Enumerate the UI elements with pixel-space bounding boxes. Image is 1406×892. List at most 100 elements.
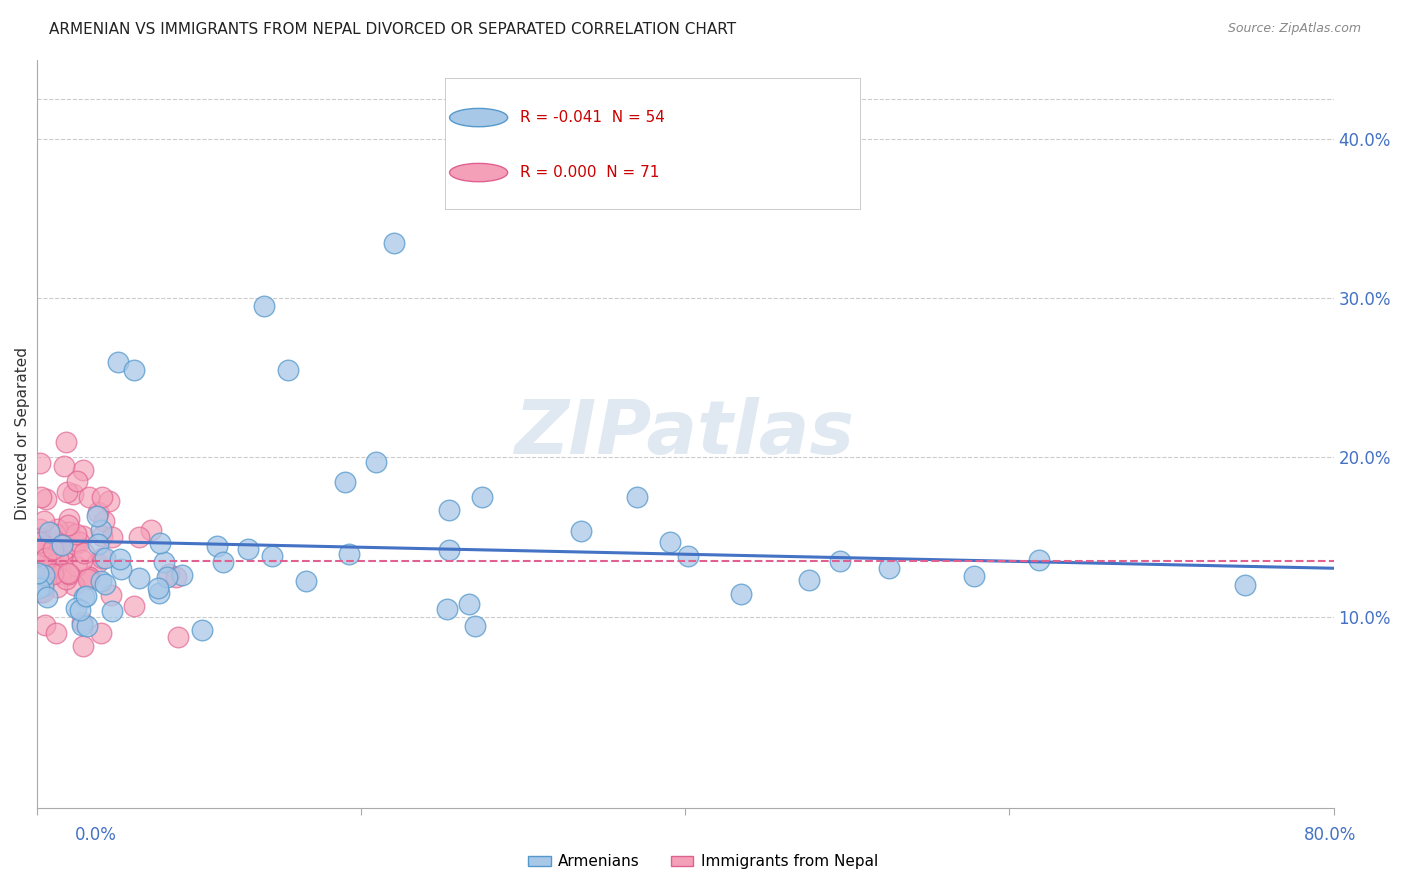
Point bbox=[41, 536, 63, 550]
Point bbox=[212, 555, 235, 569]
Point bbox=[72, 639, 94, 653]
Point bbox=[676, 549, 699, 563]
Point bbox=[236, 541, 259, 556]
Point bbox=[436, 601, 458, 615]
Point bbox=[38, 524, 60, 539]
Point bbox=[1234, 577, 1257, 591]
Point bbox=[52, 553, 75, 567]
Point bbox=[107, 355, 129, 369]
Point bbox=[94, 577, 117, 591]
Point bbox=[51, 537, 73, 551]
Point bbox=[27, 535, 49, 549]
Point bbox=[149, 535, 172, 549]
Point bbox=[128, 530, 150, 544]
Point bbox=[828, 554, 851, 568]
Point bbox=[65, 526, 87, 541]
Point bbox=[51, 538, 73, 552]
Point bbox=[65, 558, 87, 573]
Point bbox=[34, 514, 56, 528]
Legend: Armenians, Immigrants from Nepal: Armenians, Immigrants from Nepal bbox=[522, 848, 884, 875]
Point bbox=[253, 299, 276, 313]
Text: ARMENIAN VS IMMIGRANTS FROM NEPAL DIVORCED OR SEPARATED CORRELATION CHART: ARMENIAN VS IMMIGRANTS FROM NEPAL DIVORC… bbox=[49, 22, 737, 37]
Point bbox=[437, 503, 460, 517]
Point bbox=[170, 568, 193, 582]
Point bbox=[93, 514, 115, 528]
Point bbox=[28, 522, 51, 536]
Point bbox=[72, 590, 94, 604]
Point bbox=[63, 577, 86, 591]
Text: 80.0%: 80.0% bbox=[1303, 826, 1357, 844]
Point bbox=[72, 529, 94, 543]
Point bbox=[77, 490, 100, 504]
Point bbox=[34, 568, 56, 582]
Point bbox=[45, 580, 67, 594]
Point bbox=[49, 567, 72, 582]
Point bbox=[108, 552, 131, 566]
Point bbox=[153, 555, 176, 569]
Point bbox=[31, 551, 53, 566]
Point bbox=[53, 458, 76, 473]
Point bbox=[55, 434, 77, 449]
Point bbox=[45, 626, 67, 640]
Point bbox=[464, 619, 486, 633]
Text: 0.0%: 0.0% bbox=[75, 826, 117, 844]
Point bbox=[51, 545, 73, 559]
Point bbox=[571, 524, 593, 538]
Point bbox=[37, 590, 59, 604]
Point bbox=[28, 562, 51, 576]
Point bbox=[72, 615, 94, 630]
Point bbox=[34, 540, 56, 554]
Point bbox=[87, 537, 110, 551]
Point bbox=[90, 523, 112, 537]
Point bbox=[110, 562, 132, 576]
Point bbox=[28, 585, 51, 599]
Point bbox=[56, 566, 79, 581]
Point bbox=[77, 572, 100, 586]
Point bbox=[44, 564, 66, 578]
Point bbox=[91, 529, 114, 543]
Point bbox=[90, 626, 112, 640]
Point bbox=[366, 455, 388, 469]
Point bbox=[28, 531, 51, 545]
Point bbox=[90, 574, 112, 589]
Text: Source: ZipAtlas.com: Source: ZipAtlas.com bbox=[1227, 22, 1361, 36]
Point bbox=[58, 566, 80, 581]
Point bbox=[963, 569, 986, 583]
Point bbox=[77, 570, 100, 584]
Point bbox=[58, 512, 80, 526]
Point bbox=[1028, 552, 1050, 566]
Point bbox=[35, 492, 58, 507]
Point bbox=[70, 618, 93, 632]
Point bbox=[34, 618, 56, 632]
Point bbox=[148, 586, 170, 600]
Point bbox=[86, 508, 108, 523]
Point bbox=[28, 547, 51, 561]
Point bbox=[65, 537, 87, 551]
Point bbox=[191, 623, 214, 637]
Point bbox=[46, 551, 69, 566]
Point bbox=[70, 552, 93, 566]
Point bbox=[87, 505, 110, 519]
Point bbox=[94, 551, 117, 566]
Point bbox=[122, 363, 145, 377]
Point bbox=[797, 573, 820, 587]
Point bbox=[165, 570, 187, 584]
Point bbox=[58, 525, 80, 540]
Point bbox=[30, 490, 52, 504]
Point bbox=[157, 567, 180, 582]
Point bbox=[41, 566, 63, 581]
Point bbox=[626, 490, 648, 504]
Point bbox=[76, 619, 98, 633]
Point bbox=[35, 551, 58, 566]
Point bbox=[44, 526, 66, 541]
Point bbox=[128, 571, 150, 585]
Point bbox=[42, 566, 65, 581]
Point bbox=[32, 579, 55, 593]
Point bbox=[90, 551, 112, 566]
Point bbox=[34, 563, 56, 577]
Point bbox=[277, 363, 299, 377]
Point bbox=[100, 604, 122, 618]
Point bbox=[27, 566, 49, 581]
Point bbox=[90, 490, 112, 504]
Point bbox=[294, 574, 316, 589]
